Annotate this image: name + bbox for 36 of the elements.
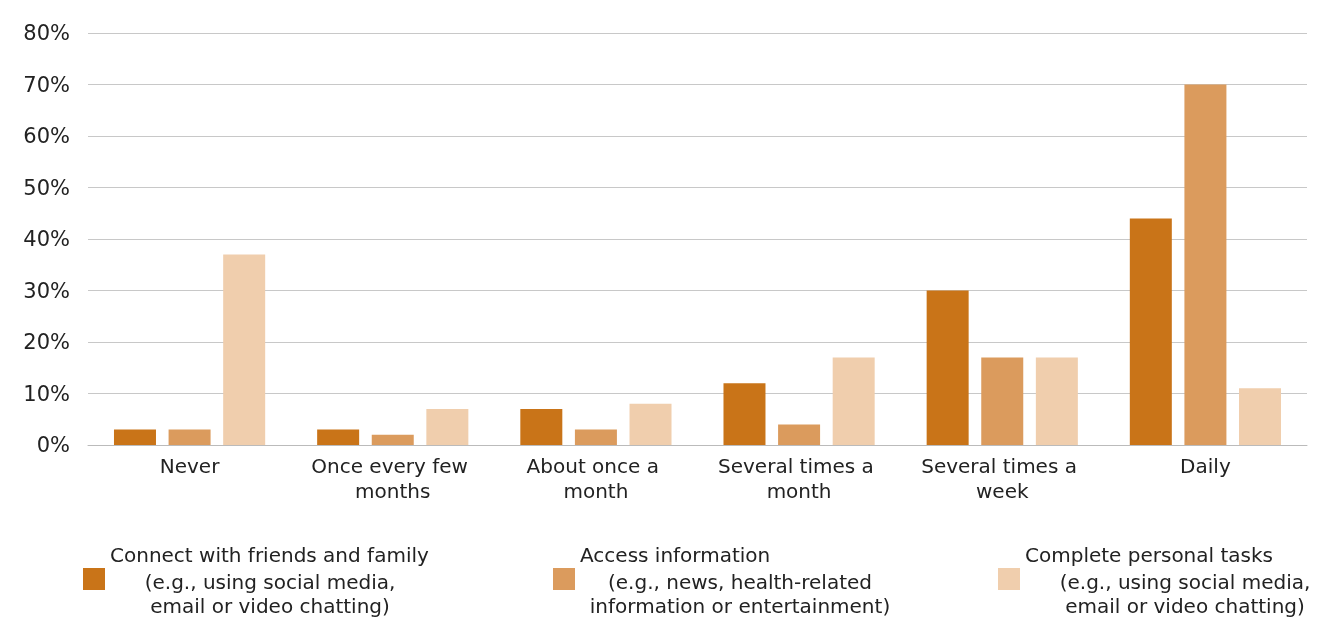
y-tick-label: 40% — [23, 227, 70, 251]
bar — [1239, 388, 1282, 445]
bar — [1035, 357, 1078, 445]
y-tick-label: 60% — [23, 124, 70, 148]
x-tick-label: About once a month — [526, 453, 666, 503]
legend-label: Connect with friends and family (e.g., using social media, email or video chatting) — [110, 543, 429, 618]
bar — [113, 429, 156, 445]
legend-label: Access information (e.g., news, health-related information or entertainment) — [580, 543, 891, 618]
bar — [629, 403, 672, 445]
y-tick-label: 30% — [23, 278, 70, 303]
bar — [371, 434, 414, 445]
bar — [778, 424, 821, 445]
y-tick-label: 0% — [36, 433, 70, 457]
y-tick-label: 50% — [23, 175, 70, 200]
bar — [926, 290, 969, 445]
bar — [1129, 218, 1172, 445]
bar — [520, 408, 563, 445]
bar — [723, 383, 766, 445]
bar — [981, 357, 1024, 445]
y-tick-label: 20% — [23, 330, 70, 354]
bar — [426, 408, 469, 445]
bar — [1184, 84, 1227, 445]
x-tick-label: Once every few months — [311, 453, 475, 503]
x-tick-label: Several times a week — [921, 453, 1084, 503]
bar — [574, 429, 617, 445]
bar — [317, 429, 360, 445]
y-tick-label: 10% — [23, 381, 70, 406]
y-tick-label: 70% — [23, 72, 70, 97]
legend-label: Complete personal tasks (e.g., using social media, email or video chatting) — [1025, 543, 1311, 618]
bar — [832, 357, 875, 445]
x-tick-label: Never — [159, 453, 221, 478]
x-tick-label: Daily — [1180, 453, 1231, 478]
y-tick-label: 80% — [23, 21, 70, 45]
bar — [223, 254, 266, 445]
x-tick-label: Several times a month — [718, 453, 881, 503]
bar — [168, 429, 211, 445]
